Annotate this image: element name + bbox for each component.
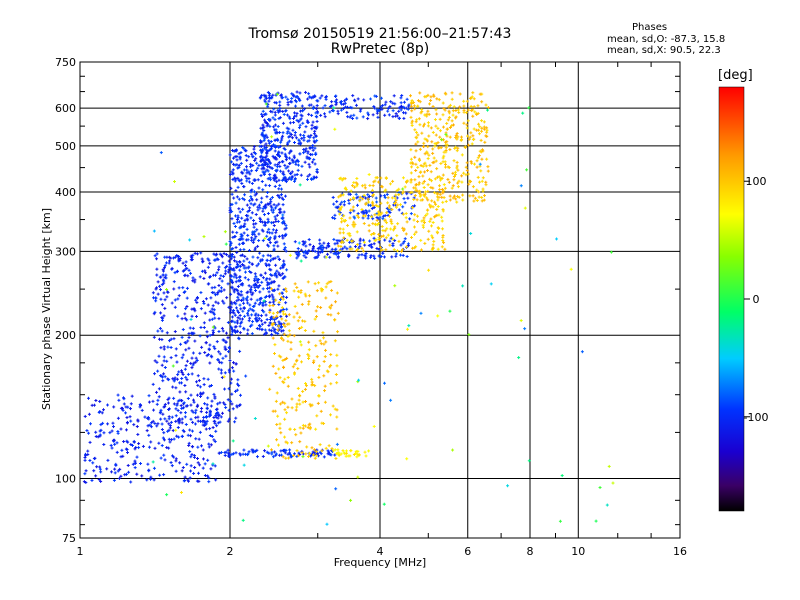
cluster-x-trace-ramp (268, 280, 340, 460)
chart-title: Tromsø 20150519 21:56:00–21:57:43 (0, 26, 760, 42)
cluster-o-trace-upper (258, 90, 320, 184)
phase-heading: Phases (632, 22, 667, 33)
cluster-o-trace-600-km-band (311, 94, 411, 121)
phase-o-stats: mean, sd,O: -87.3, 15.8 (607, 34, 725, 45)
chart-subtitle: RwPretec (8p) (0, 41, 760, 57)
cluster-o-trace-low-ramp (82, 393, 221, 485)
colorbar-unit: [deg] (718, 68, 753, 83)
cluster-o-trace-f-rise (151, 251, 242, 426)
x-axis-label: Frequency [MHz] (0, 556, 760, 569)
phase-x-stats: mean, sd,X: 90.5, 22.3 (607, 45, 721, 56)
cluster-o-trace-e-layer-band (217, 448, 337, 459)
